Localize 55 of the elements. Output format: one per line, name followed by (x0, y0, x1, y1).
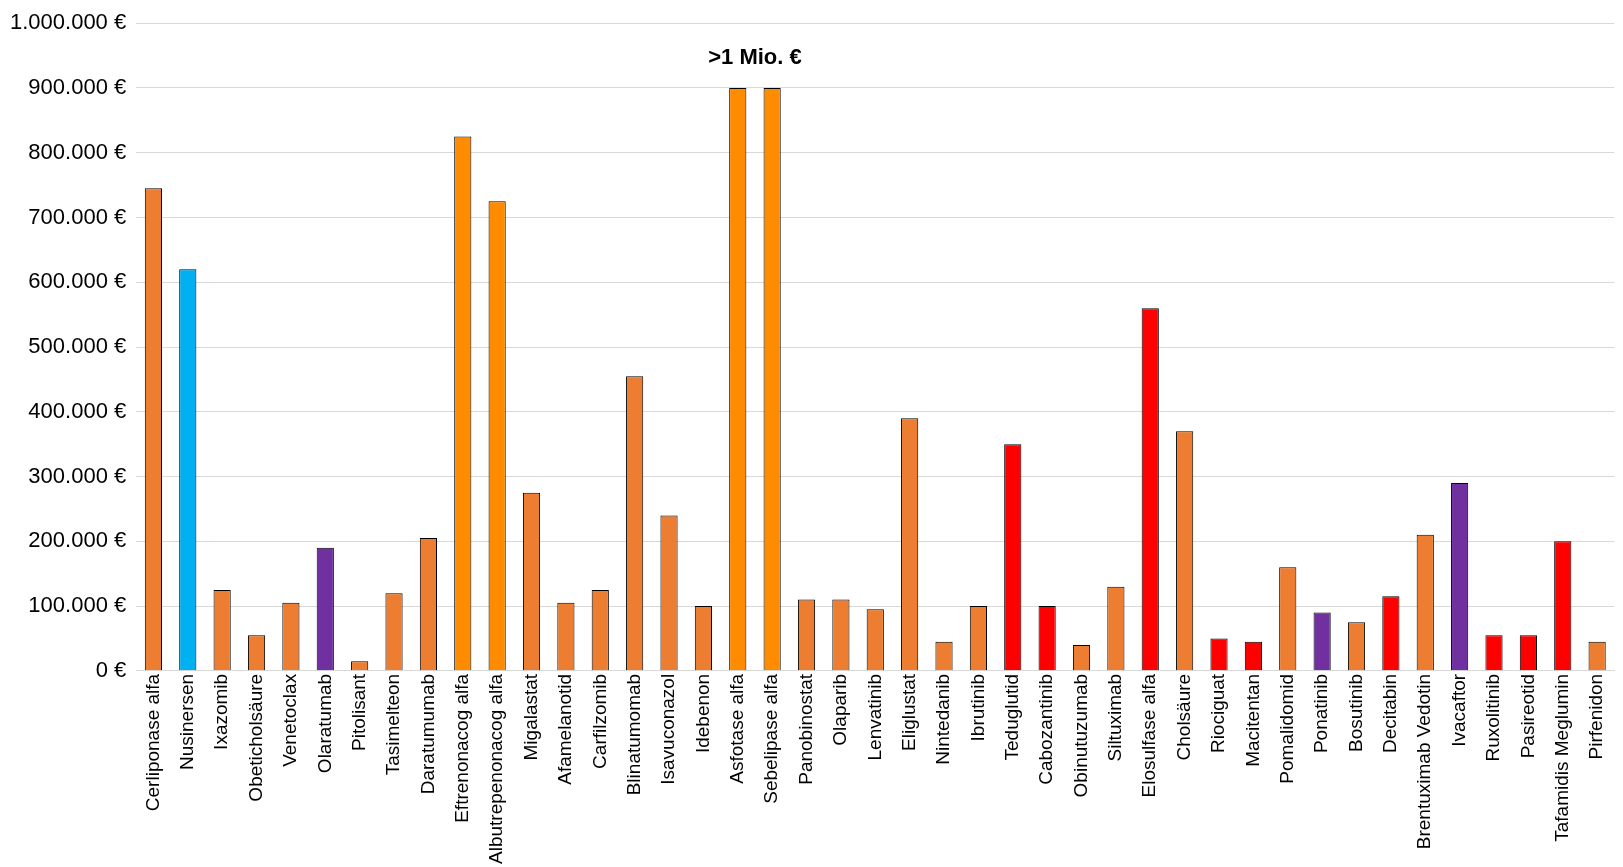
x-tick-label: Pirfenidon (1585, 673, 1607, 760)
x-tick-label: Pomalidomid (1276, 673, 1297, 784)
x-tick-label: Brentuximab Vedotin (1413, 673, 1435, 850)
x-tick-label: Riociguat (1207, 673, 1229, 754)
x-tick-label: Cholsäure (1172, 673, 1194, 761)
y-tick-label: 1.000.000 € (9, 9, 127, 35)
x-tick-label: Cerliponase alfa (141, 673, 163, 812)
x-tick-label: Elosulfase alfa (1138, 673, 1160, 798)
x-tick-label: Ibrutinib (966, 673, 988, 742)
x-tick-label: Albutrepenonacog alfa (485, 673, 507, 865)
y-tick-label: 300.000 € (28, 462, 127, 488)
y-tick-label: 0 € (95, 656, 127, 682)
x-tick-label: Lenvatinib (863, 673, 885, 761)
x-tick-label: Pasireotid (1516, 673, 1538, 759)
x-tick-label: Ixazomib (210, 673, 232, 750)
x-tick-label: Teduglutid (1001, 673, 1022, 761)
y-tick-label: 500.000 € (28, 333, 127, 359)
x-tick-label: Olaparib (829, 673, 851, 746)
y-tick-label: 700.000 € (28, 203, 127, 229)
x-tick-label: Venetoclax (279, 673, 301, 767)
x-tick-label: Afamelanotid (554, 673, 576, 785)
y-tick-label: 600.000 € (28, 268, 127, 294)
y-tick-label: 100.000 € (28, 592, 127, 618)
y-tick-label: 900.000 € (28, 74, 127, 100)
x-tick-label: Idebenon (691, 673, 713, 754)
x-tick-label: Nintedanib (932, 673, 954, 765)
x-tick-label: Carfilzomib (588, 673, 610, 769)
x-tick-label: Ponatinib (1310, 673, 1332, 754)
x-tick-label: Eliglustat (897, 673, 919, 751)
x-tick-label: Nusinersen (176, 673, 198, 770)
x-tick-label: Siltuximab (1104, 673, 1126, 762)
x-tick-label: Isavuconazol (657, 673, 679, 785)
x-tick-label: Tafamidis Meglumin (1550, 673, 1572, 842)
x-tick-label: Tasimelteon (382, 673, 404, 776)
x-tick-label: Blinatumomab (622, 673, 644, 796)
x-tick-label: Ruxolitinib (1482, 673, 1504, 762)
x-tick-label: Sebelipase alfa (760, 673, 782, 804)
x-tick-label: Migalastat (519, 673, 541, 761)
x-tick-label: Obeticholsäure (244, 673, 266, 802)
x-tick-label: Eftrenonacog alfa (451, 673, 473, 823)
x-tick-label: Panobinostat (794, 673, 816, 785)
x-tick-label: Macitentan (1241, 673, 1263, 767)
x-tick-label: Pitolisant (347, 673, 369, 751)
y-tick-label: 400.000 € (28, 397, 127, 423)
x-tick-label: Bosutinib (1344, 673, 1366, 753)
x-tick-label: Cabozantinib (1035, 673, 1057, 785)
x-tick-label: Daratumumab (416, 673, 438, 795)
x-tick-label: Ivacaftor (1447, 673, 1469, 747)
x-tick-label: Decitabin (1379, 673, 1401, 754)
y-tick-label: 200.000 € (28, 527, 127, 553)
x-tick-label: Olaratumab (313, 673, 335, 774)
y-tick-label: 800.000 € (28, 138, 127, 164)
annotation: >1 Mio. € (708, 44, 802, 70)
x-tick-label: Obinutuzumab (1069, 673, 1091, 798)
x-tick-label: Asfotase alfa (726, 673, 748, 784)
